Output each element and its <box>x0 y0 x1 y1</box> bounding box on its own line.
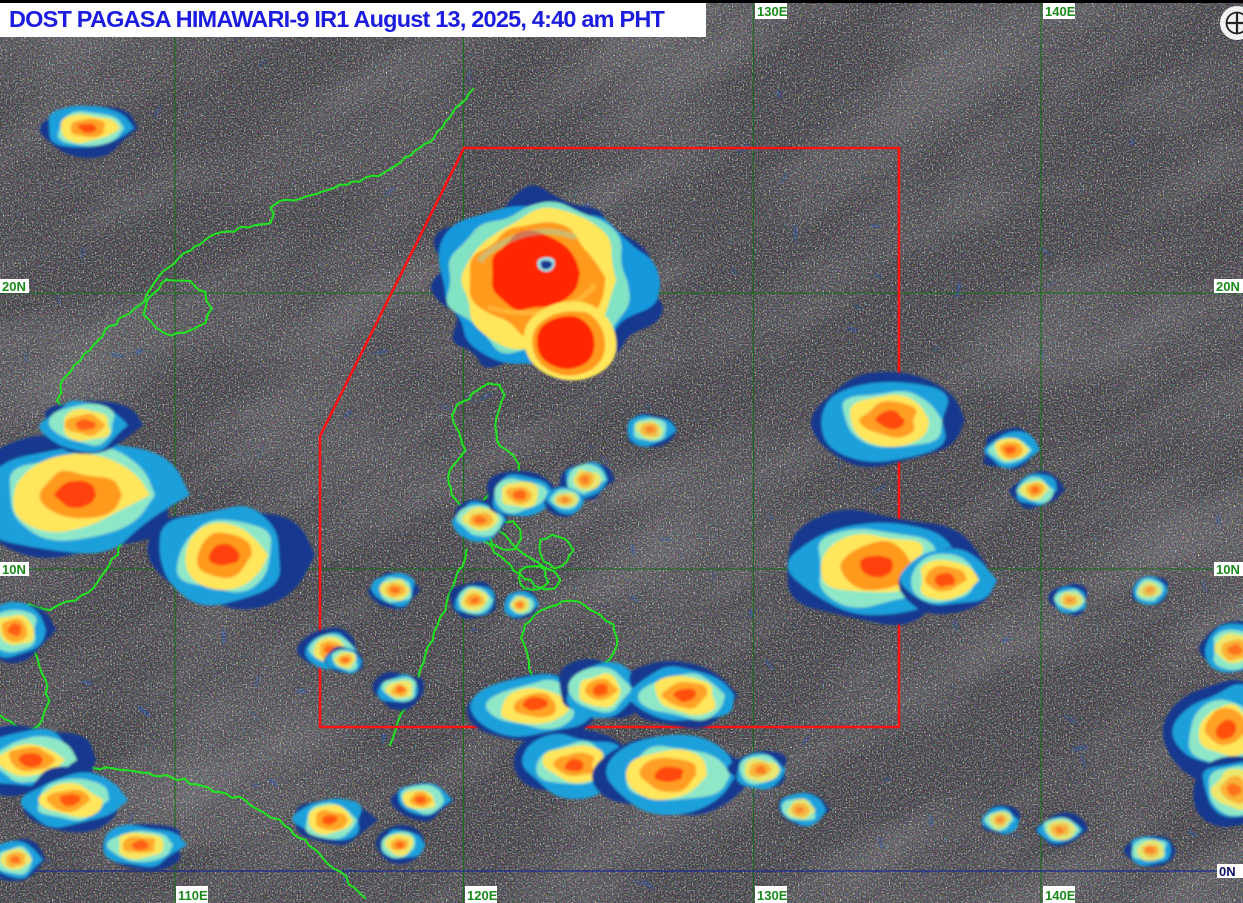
svg-text:0N: 0N <box>1219 864 1236 879</box>
svg-text:130E: 130E <box>757 888 788 903</box>
svg-text:20N: 20N <box>1216 279 1240 294</box>
svg-text:140E: 140E <box>1045 4 1076 19</box>
svg-text:120E: 120E <box>467 888 498 903</box>
svg-text:10N: 10N <box>2 562 26 577</box>
svg-text:110E: 110E <box>178 888 208 903</box>
svg-text:20N: 20N <box>2 279 26 294</box>
svg-text:140E: 140E <box>1045 888 1076 903</box>
svg-text:DOST PAGASA HIMAWARI-9 IR1 Aug: DOST PAGASA HIMAWARI-9 IR1 August 13, 20… <box>9 6 666 32</box>
svg-text:130E: 130E <box>757 4 788 19</box>
svg-text:10N: 10N <box>1216 562 1240 577</box>
